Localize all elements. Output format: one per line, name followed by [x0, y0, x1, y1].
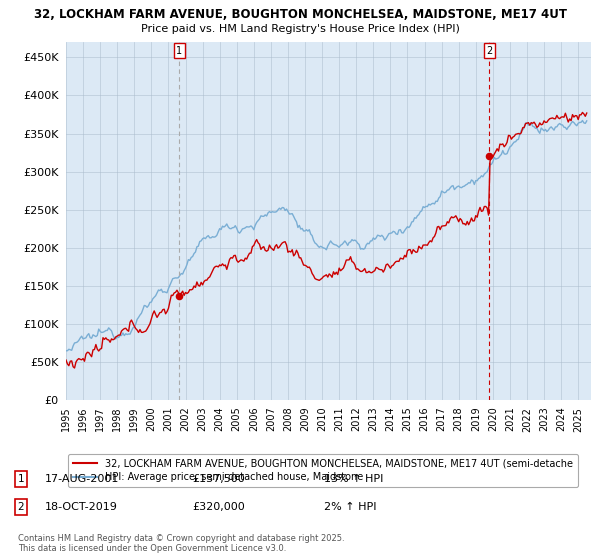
Point — [175, 291, 184, 300]
Text: £320,000: £320,000 — [192, 502, 245, 512]
Text: 17-AUG-2001: 17-AUG-2001 — [45, 474, 119, 484]
Text: 2: 2 — [486, 46, 493, 56]
Text: 2% ↑ HPI: 2% ↑ HPI — [324, 502, 377, 512]
Legend: 32, LOCKHAM FARM AVENUE, BOUGHTON MONCHELSEA, MAIDSTONE, ME17 4UT (semi-detache,: 32, LOCKHAM FARM AVENUE, BOUGHTON MONCHE… — [68, 454, 578, 487]
Point — [484, 152, 494, 161]
Text: £137,500: £137,500 — [192, 474, 245, 484]
Text: Price paid vs. HM Land Registry's House Price Index (HPI): Price paid vs. HM Land Registry's House … — [140, 24, 460, 34]
Text: 13% ↑ HPI: 13% ↑ HPI — [324, 474, 383, 484]
Text: 1: 1 — [176, 46, 182, 56]
Text: Contains HM Land Registry data © Crown copyright and database right 2025.
This d: Contains HM Land Registry data © Crown c… — [18, 534, 344, 553]
Text: 2: 2 — [17, 502, 25, 512]
Text: 18-OCT-2019: 18-OCT-2019 — [45, 502, 118, 512]
Text: 32, LOCKHAM FARM AVENUE, BOUGHTON MONCHELSEA, MAIDSTONE, ME17 4UT: 32, LOCKHAM FARM AVENUE, BOUGHTON MONCHE… — [34, 8, 566, 21]
Text: 1: 1 — [17, 474, 25, 484]
